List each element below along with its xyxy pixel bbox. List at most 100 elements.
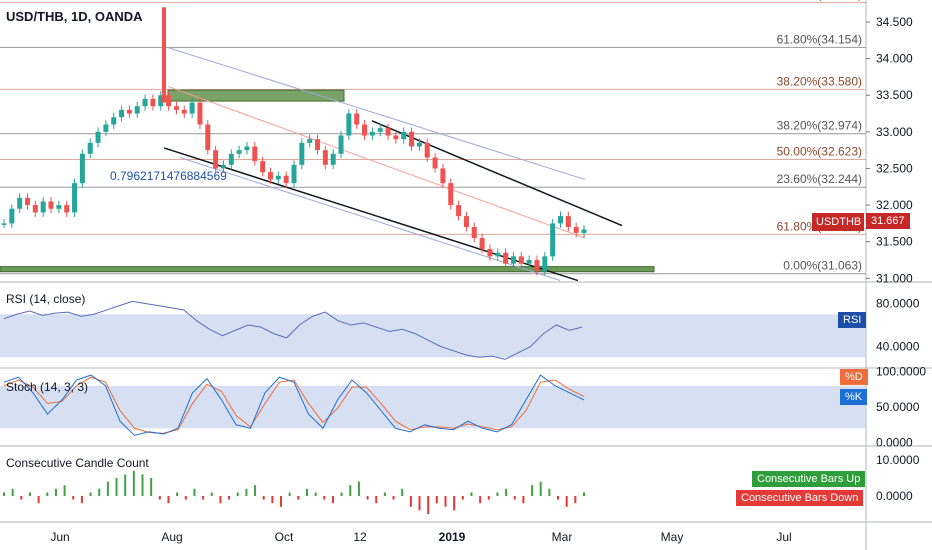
candle-body-62: [487, 249, 493, 257]
stoch-tick-2: 0.0000: [876, 435, 913, 449]
candle-body-6: [48, 201, 54, 209]
ccc-bar-62: [539, 481, 542, 496]
fib-label-4: 50.00%(32.623): [777, 144, 862, 158]
channel-mid: [167, 85, 586, 239]
candle-body-28: [220, 164, 226, 169]
candle-body-74: [581, 229, 587, 233]
candle-body-2: [17, 197, 23, 209]
ccc-label: Consecutive Candle Count: [6, 456, 149, 470]
candle-body-29: [228, 153, 234, 165]
ccc-bar-48: [418, 496, 421, 511]
candle-body-12: [95, 131, 101, 143]
candle-body-4: [32, 205, 38, 213]
candle-body-35: [275, 175, 281, 180]
candle-body-66: [518, 256, 524, 264]
y-tick-label-1: 34.000: [876, 52, 913, 66]
stoch-tick-0: 100.0000: [876, 365, 926, 379]
stoch-label: Stoch (14, 3, 3): [6, 380, 89, 394]
y-tick-label-4: 32.500: [876, 161, 913, 175]
y-tick-label-3: 33.000: [876, 125, 913, 139]
ccc-bar-46: [401, 488, 404, 496]
ccc-bar-59: [513, 496, 516, 500]
candle-body-24: [189, 102, 195, 114]
chart-title: USD/THB, 1D, OANDA: [6, 9, 143, 24]
ccc-bar-31: [271, 496, 274, 504]
ccc-bar-60: [522, 496, 525, 504]
candle-body-71: [557, 216, 563, 224]
ccc-bar-43: [375, 496, 378, 504]
ccc-bar-9: [80, 496, 83, 504]
ccc-bar-57: [496, 492, 499, 496]
fib-label-2: 38.20%(33.580): [777, 74, 862, 88]
candle-body-45: [354, 113, 360, 125]
ccc-bar-35: [305, 488, 308, 496]
candle-body-16: [126, 109, 132, 114]
candle-body-27: [213, 150, 219, 169]
ccc-bar-26: [228, 496, 231, 500]
stoch-k-line: [3, 374, 585, 436]
candle-body-39: [307, 139, 313, 143]
ccc-bar-30: [262, 496, 265, 500]
ccc-bar-33: [288, 492, 291, 496]
ccc-bar-53: [461, 496, 464, 500]
candle-body-9: [72, 183, 78, 213]
rsi-badge: RSI: [838, 312, 867, 328]
candle-body-23: [181, 109, 187, 114]
candle-body-69: [542, 256, 548, 272]
ccc-bar-27: [236, 492, 239, 496]
ccc-bar-45: [392, 496, 395, 500]
trend-lower: [163, 147, 579, 282]
rsi-label: RSI (14, close): [6, 292, 86, 306]
candle-body-26: [205, 124, 211, 151]
ccc-bar-11: [98, 488, 101, 496]
fib-label-3: 38.20%(32.974): [777, 119, 862, 133]
x-tick-label-7: Jul: [776, 530, 791, 544]
candle-body-21: [166, 95, 172, 107]
rsi-tick-1: 40.0000: [876, 340, 920, 354]
candle-body-57: [448, 183, 454, 206]
ccc-bar-66: [574, 496, 577, 504]
candle-body-11: [87, 142, 93, 154]
ccc-bar-10: [89, 492, 92, 496]
candle-body-52: [409, 131, 415, 147]
channel-upper: [167, 47, 586, 180]
ccc-bar-7: [63, 485, 66, 496]
ccc-tick-0: 10.0000: [876, 453, 920, 467]
candle-body-0: [1, 223, 7, 225]
ccc-bar-5: [46, 492, 49, 496]
ccc-bar-49: [427, 496, 430, 514]
stoch-k-badge: %K: [840, 389, 868, 405]
candle-body-60: [471, 227, 477, 239]
candle-body-33: [260, 161, 266, 173]
rsi-band: [0, 314, 866, 358]
stoch-d-line: [3, 376, 585, 434]
ccc-bar-1: [11, 488, 14, 496]
stoch-tick-1: 50.0000: [876, 400, 920, 414]
candle-body-37: [291, 164, 297, 184]
ccc-bar-15: [132, 470, 135, 496]
ccc-bar-55: [479, 496, 482, 504]
y-tick-label-2: 33.500: [876, 88, 913, 102]
candle-body-58: [456, 205, 462, 217]
last-price-value: 31.667: [866, 213, 910, 229]
ccc-bar-42: [366, 496, 369, 500]
candle-body-59: [463, 216, 469, 228]
candle-body-53: [416, 142, 422, 147]
ccc-bar-28: [245, 488, 248, 496]
candle-body-43: [338, 135, 344, 154]
candle-spike: [162, 7, 166, 103]
ccc-bar-6: [54, 488, 57, 496]
y-tick-label-6: 31.500: [876, 235, 913, 249]
candle-body-38: [299, 142, 305, 165]
candle-body-70: [550, 223, 556, 257]
candle-body-1: [9, 208, 15, 224]
fib-annotation: 0.7962171476884569: [110, 169, 227, 183]
channel-lower: [179, 157, 561, 282]
fib-label-5: 23.60%(32.244): [777, 172, 862, 186]
ccc-bar-12: [106, 481, 109, 496]
ccc-bar-67: [583, 492, 585, 496]
candle-body-13: [103, 124, 109, 132]
ccc-tick-1: 0.0000: [876, 489, 913, 503]
candle-body-10: [79, 153, 85, 184]
